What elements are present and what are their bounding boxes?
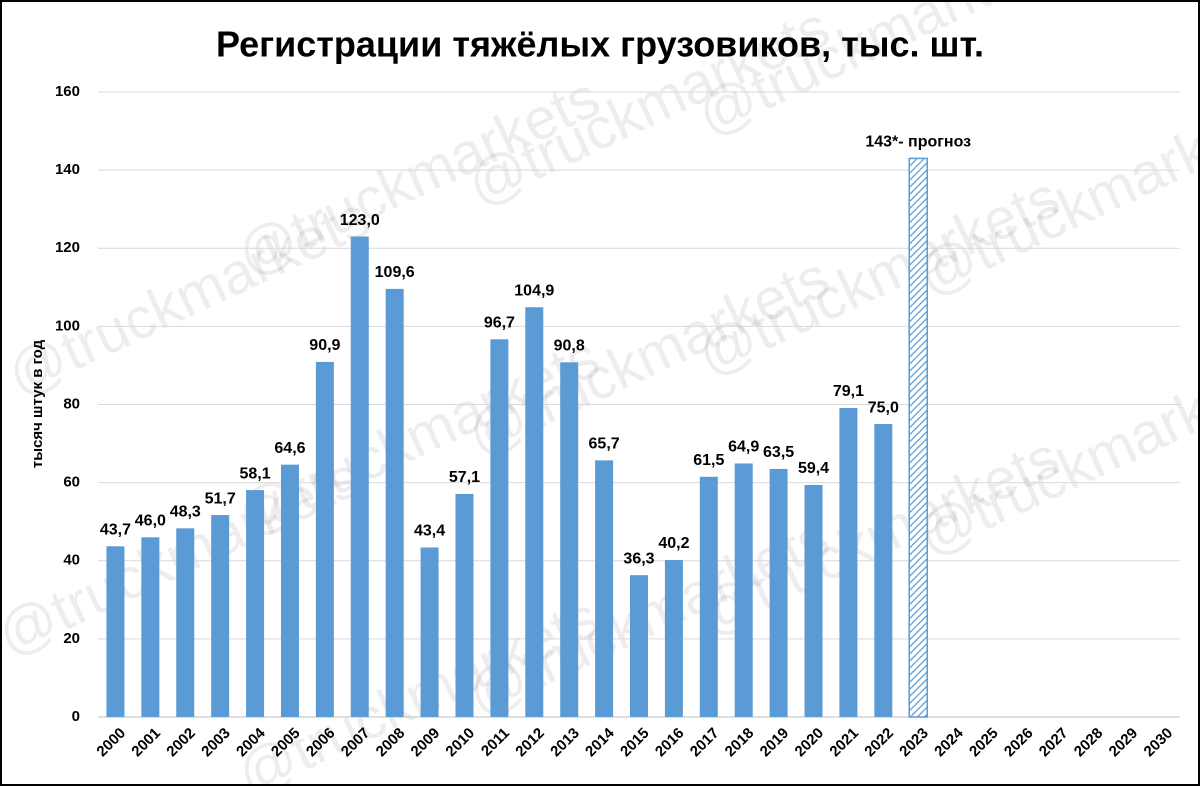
bar xyxy=(734,463,753,717)
bar xyxy=(664,559,683,717)
bar xyxy=(385,288,404,717)
bar xyxy=(699,476,718,717)
y-tick-label: 80 xyxy=(63,395,80,412)
bar xyxy=(490,339,509,717)
value-label: 63,5 xyxy=(763,444,794,461)
value-label: 43,4 xyxy=(414,523,445,540)
bar xyxy=(455,493,474,717)
bar xyxy=(315,361,334,717)
value-label: 90,8 xyxy=(554,338,585,355)
value-label: 143*- прогноз xyxy=(865,134,971,151)
y-tick-label: 160 xyxy=(55,83,80,100)
value-label: 64,9 xyxy=(728,439,759,456)
bar xyxy=(211,515,230,717)
y-tick-label: 100 xyxy=(55,317,80,334)
bar xyxy=(595,460,614,717)
bar xyxy=(350,236,369,717)
value-label: 51,7 xyxy=(205,490,236,507)
bar xyxy=(525,307,544,717)
bar xyxy=(280,464,299,717)
value-label: 90,9 xyxy=(309,337,340,354)
value-label: 36,3 xyxy=(623,550,654,567)
bar xyxy=(141,537,160,717)
bar xyxy=(246,490,265,717)
value-label: 96,7 xyxy=(484,314,515,331)
y-tick-label: 60 xyxy=(63,474,80,491)
value-label: 43,7 xyxy=(100,522,131,539)
value-label: 123,0 xyxy=(340,212,380,229)
value-label: 48,3 xyxy=(170,504,201,521)
value-label: 64,6 xyxy=(274,440,305,457)
y-tick-label: 40 xyxy=(63,552,80,569)
bar xyxy=(908,157,928,718)
value-label: 65,7 xyxy=(589,436,620,453)
bar xyxy=(106,546,125,717)
y-tick-label: 0 xyxy=(72,708,80,725)
bar xyxy=(420,547,439,717)
y-tick-label: 140 xyxy=(55,161,80,178)
bar xyxy=(874,424,893,717)
bar xyxy=(176,528,195,717)
bar xyxy=(839,408,858,717)
y-tick-label: 20 xyxy=(63,630,80,647)
y-axis-label: тысяч штук в год xyxy=(29,339,46,468)
bar xyxy=(560,362,579,717)
value-label: 40,2 xyxy=(658,535,689,552)
value-label: 75,0 xyxy=(868,399,899,416)
y-tick-label: 120 xyxy=(55,239,80,256)
value-label: 109,6 xyxy=(375,264,415,281)
value-label: 104,9 xyxy=(514,282,554,299)
value-label: 59,4 xyxy=(798,460,829,477)
bar xyxy=(769,468,788,717)
value-label: 79,1 xyxy=(833,383,864,400)
bar xyxy=(630,575,648,717)
bar xyxy=(804,484,823,717)
chart-title: Регистрации тяжёлых грузовиков, тыс. шт. xyxy=(216,24,984,65)
value-label: 57,1 xyxy=(449,469,480,486)
value-label: 46,0 xyxy=(135,513,166,530)
value-label: 61,5 xyxy=(693,452,724,469)
value-label: 58,1 xyxy=(239,465,270,482)
